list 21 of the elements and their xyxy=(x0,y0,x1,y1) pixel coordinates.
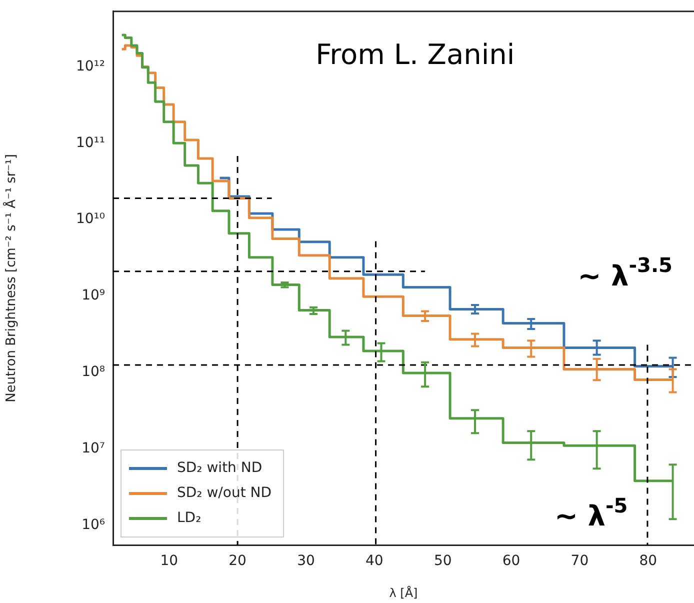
x-tick-label: 20 xyxy=(228,553,246,570)
y-tick-label: 10¹⁰ xyxy=(76,211,106,228)
y-tick-label: 10⁹ xyxy=(82,288,106,304)
y-tick-label: 10¹¹ xyxy=(76,134,105,151)
x-tick-label: 10 xyxy=(160,553,178,570)
x-axis-title: λ [Å] xyxy=(389,584,418,600)
legend-label: SD₂ with ND xyxy=(177,460,262,476)
annotation: From L. Zanini xyxy=(316,38,515,72)
x-tick-label: 80 xyxy=(639,553,658,570)
y-tick-label: 10⁷ xyxy=(82,440,105,456)
legend-label: SD₂ w/out ND xyxy=(177,485,272,502)
y-tick-label: 10¹² xyxy=(76,58,105,74)
x-tick-label: 50 xyxy=(434,553,452,570)
x-tick-label: 60 xyxy=(502,553,520,570)
y-axis-title: Neutron Brightness [cm⁻² s⁻¹ Å⁻¹ sr⁻¹] xyxy=(2,154,20,402)
y-tick-label: 10⁶ xyxy=(82,516,106,533)
legend-label: LD₂ xyxy=(177,510,202,526)
x-tick-label: 40 xyxy=(366,553,384,570)
x-tick-label: 70 xyxy=(570,553,589,570)
x-tick-label: 30 xyxy=(297,553,315,570)
y-tick-label: 10⁸ xyxy=(82,364,106,380)
